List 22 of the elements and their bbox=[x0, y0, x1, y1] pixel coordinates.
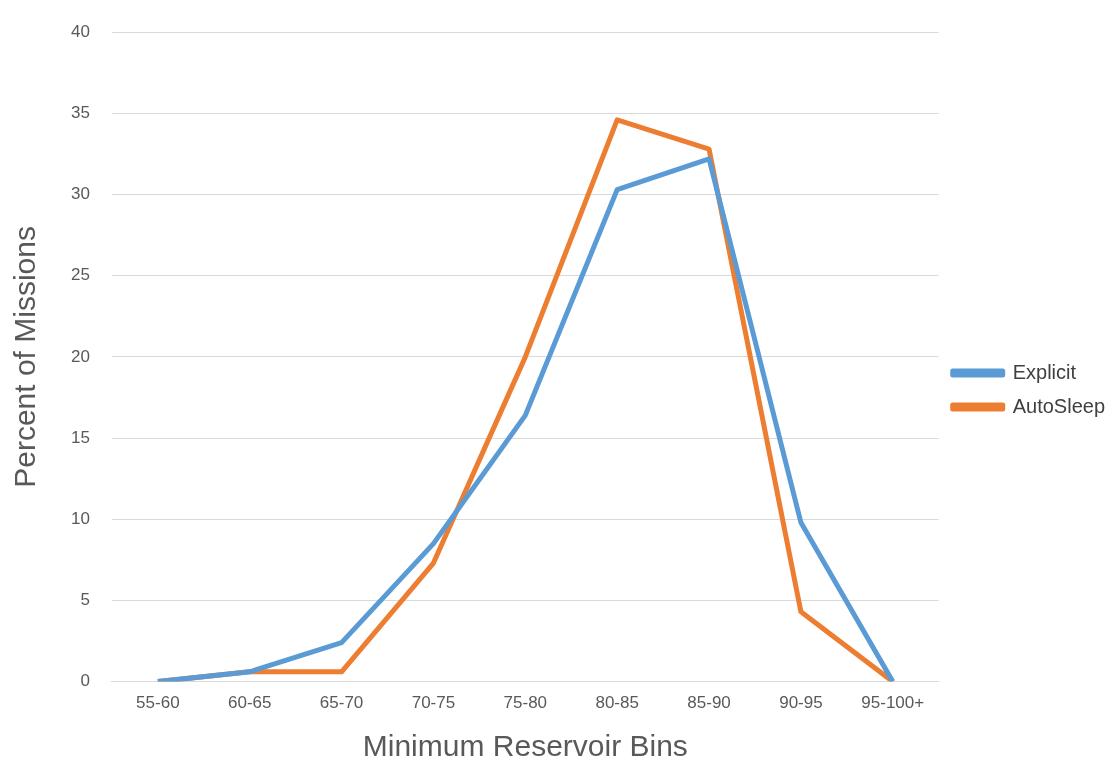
y-tick-label: 30 bbox=[70, 184, 90, 204]
x-tick-label: 55-60 bbox=[136, 693, 180, 713]
y-tick-label: 25 bbox=[70, 265, 90, 285]
legend-label: AutoSleep bbox=[1012, 394, 1105, 417]
x-tick-label: 85-90 bbox=[687, 693, 731, 713]
y-tick-label: 10 bbox=[70, 508, 90, 528]
y-tick-label: 15 bbox=[70, 427, 90, 447]
x-tick-label: 90-95 bbox=[779, 693, 823, 713]
x-axis-title: Minimum Reservoir Bins bbox=[362, 729, 688, 763]
y-tick-label: 35 bbox=[70, 103, 90, 123]
x-tick-label: 65-70 bbox=[319, 693, 364, 713]
x-tick-label: 70-75 bbox=[411, 693, 456, 713]
y-tick-label: 40 bbox=[70, 21, 90, 41]
y-axis-title: Percent of Missions bbox=[8, 226, 42, 488]
y-tick-label: 20 bbox=[70, 346, 90, 366]
x-tick-label: 95-100+ bbox=[861, 693, 925, 713]
y-tick-label: 5 bbox=[80, 590, 90, 610]
x-tick-label: 75-80 bbox=[503, 693, 548, 713]
legend-label: Explicit bbox=[1012, 360, 1077, 383]
y-tick-label: 0 bbox=[80, 671, 90, 691]
x-tick-label: 60-65 bbox=[227, 693, 272, 713]
x-tick-label: 80-85 bbox=[595, 693, 639, 713]
